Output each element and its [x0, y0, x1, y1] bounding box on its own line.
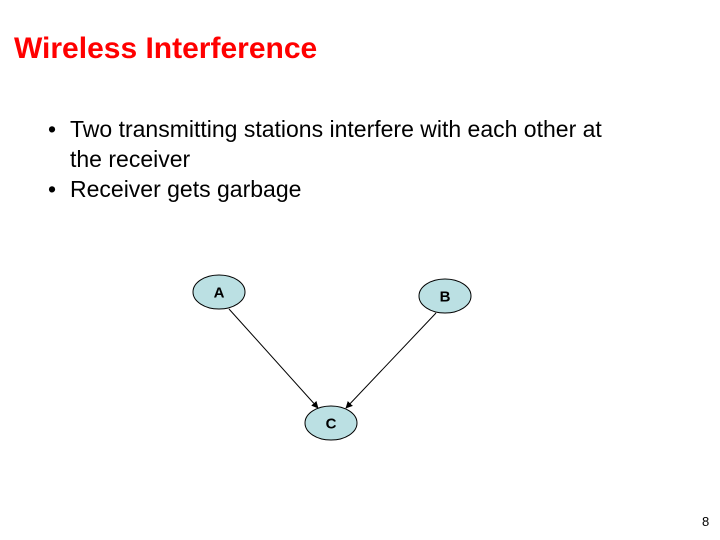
node-b-label: B [440, 289, 451, 306]
slide: Wireless Interference Two transmitting s… [0, 0, 720, 540]
node-a: A [193, 275, 245, 309]
node-c-label: C [326, 416, 337, 433]
edges [229, 309, 436, 408]
node-c: C [305, 406, 357, 440]
edge-b-c [346, 313, 436, 408]
interference-diagram: A B C [0, 0, 720, 540]
node-b: B [419, 279, 471, 313]
nodes: A B C [193, 275, 471, 440]
node-a-label: A [214, 285, 225, 302]
page-number: 8 [702, 514, 709, 529]
edge-a-c [229, 309, 318, 408]
